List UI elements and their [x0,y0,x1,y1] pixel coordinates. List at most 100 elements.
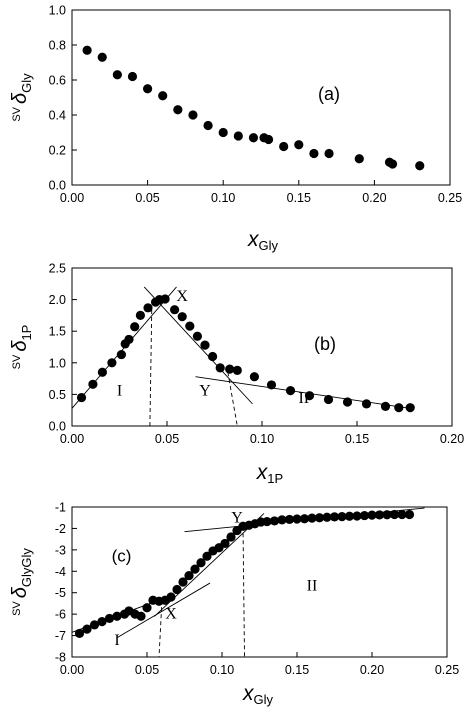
data-point [367,510,377,520]
x-tick-label: 0.05 [135,663,159,677]
x-tick-label: 0.10 [210,663,234,677]
y-axis-prefix: SV [11,354,23,369]
data-point [226,532,236,542]
data-point [248,133,259,143]
data-point [208,351,218,362]
data-point [374,510,385,520]
data-point [127,71,138,82]
data-point [170,305,180,315]
x-tick-label: 0.10 [250,432,274,446]
data-point [173,105,183,115]
x-axis-label: xGly [242,682,274,707]
y-axis-prefix: SV [11,106,23,121]
data-point [190,564,200,574]
data-point [143,84,153,94]
plot-frame [71,506,448,658]
annotation: I [114,632,119,649]
x-tick-label: 0.00 [60,663,84,677]
data-point [394,403,404,413]
data-point [309,148,319,159]
data-point [112,70,122,80]
data-point [116,349,126,360]
x-axis-subscript: 1P [267,471,283,486]
data-point [202,551,212,561]
data-point [329,512,340,522]
x-tick-label: 0.20 [440,432,464,446]
x-tick-label: 0.20 [360,663,384,677]
data-point [188,110,198,120]
data-point [380,401,391,412]
y-tick-label: 1.0 [49,356,66,370]
y-axis-symbol: δ [9,340,31,352]
data-point [232,365,242,375]
y-tick-label: 0.0 [49,420,66,434]
data-point [354,154,364,164]
data-point [359,510,370,521]
y-tick-label: 0.0 [49,179,66,193]
data-point [277,515,287,525]
data-point [323,394,334,405]
fit-line [143,286,253,405]
data-point [89,620,100,630]
data-point [389,509,400,520]
y-axis-label: SV δGly [9,73,34,122]
data-point [344,511,355,521]
y-tick-label: 2.5 [49,262,66,276]
x-tick-label: 0.15 [345,432,369,446]
x-axis-subscript: Gly [259,238,279,253]
panel-label: (b) [314,334,336,354]
guide-dashed-line [227,372,238,427]
y-tick-label: 0.4 [49,109,66,123]
data-point [97,367,107,377]
data-point [124,334,134,345]
data-point [266,380,277,390]
plot-frame [71,9,451,186]
plot-frame [71,267,453,427]
x-tick-label: 0.15 [287,191,311,205]
data-point [233,131,243,141]
panel-b: 0.00 0.05 0.10 0.15 0.20 0.0 0.5 1.0 1.5 2.0 2.5 X Y… [9,262,464,487]
y-axis-subscript: GlyGly [19,548,34,588]
data-point [220,538,230,549]
y-tick-label: -2 [55,522,66,536]
guide-dashed-line [149,305,153,427]
data-point [142,603,152,613]
guide-dashed-line [158,600,163,658]
data-point [307,513,317,523]
y-tick-label: 0.2 [49,144,66,158]
annotation: X [176,288,188,305]
data-point [361,399,372,409]
data-point [82,624,92,634]
data-point [158,91,168,101]
y-tick-label: 0.8 [49,39,66,53]
x-axis-symbol: x [256,461,269,484]
y-tick-label: -5 [55,586,66,600]
data-point [218,127,228,138]
data-point [184,570,194,581]
annotation: (c) [112,547,132,566]
data-point [342,397,353,407]
data-point [292,514,302,524]
y-tick-label: 1.5 [49,325,66,339]
data-point [76,392,87,403]
y-axis-symbol: δ [9,92,31,104]
panel-a: 0.00 0.05 0.10 0.15 0.20 0.25 0.0 0.2 0.4 0.6 0.8 1… [9,4,462,254]
x-tick-label: 0.20 [362,191,386,205]
data-point [97,52,107,62]
data-point [104,613,115,624]
data-point [203,120,213,131]
y-tick-label: -7 [55,629,66,643]
y-tick-label: -1 [55,501,66,515]
y-tick-label: -3 [55,543,66,557]
x-tick-label: 0.25 [438,191,462,205]
data-point [143,303,153,313]
fit-line [116,582,211,639]
data-point [130,322,140,332]
data-point [107,358,117,368]
annotation: I [117,383,122,400]
data-point [112,611,122,621]
x-axis-label: xGly [247,228,279,253]
x-axis-label: x1P [256,461,283,486]
y-tick-label: 1.0 [49,4,66,18]
